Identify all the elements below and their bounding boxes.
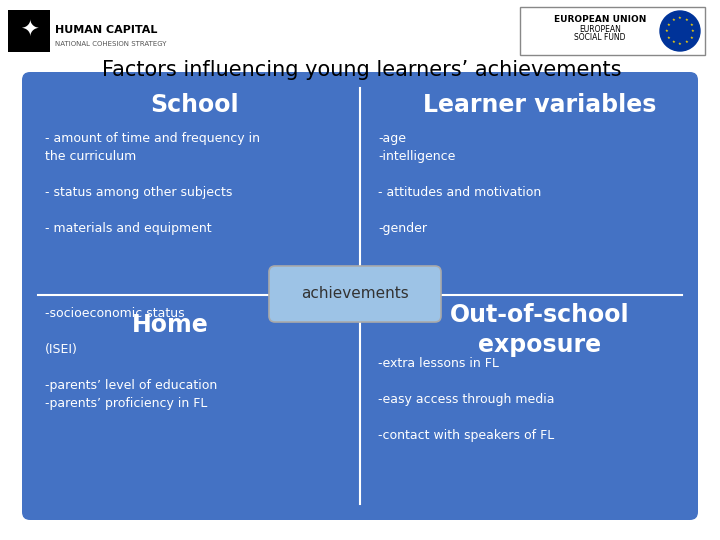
Text: Learner variables: Learner variables	[423, 93, 657, 117]
Text: NATIONAL COHESION STRATEGY: NATIONAL COHESION STRATEGY	[55, 41, 166, 47]
Text: ★: ★	[672, 18, 675, 22]
FancyBboxPatch shape	[520, 7, 705, 55]
Circle shape	[660, 11, 700, 51]
Text: ★: ★	[678, 16, 682, 20]
Text: ✦: ✦	[19, 21, 38, 41]
Text: - amount of time and frequency in
the curriculum

- status among other subjects
: - amount of time and frequency in the cu…	[45, 132, 260, 235]
Text: EUROPEAN: EUROPEAN	[579, 24, 621, 33]
FancyBboxPatch shape	[269, 266, 441, 322]
Text: ★: ★	[685, 40, 688, 44]
Text: ★: ★	[689, 36, 693, 39]
Text: ★: ★	[691, 29, 695, 33]
Text: School: School	[150, 93, 239, 117]
Text: achievements: achievements	[301, 287, 409, 301]
Text: HUMAN CAPITAL: HUMAN CAPITAL	[55, 25, 158, 35]
FancyBboxPatch shape	[8, 10, 50, 52]
Text: SOCIAL FUND: SOCIAL FUND	[575, 33, 626, 43]
Text: Home: Home	[132, 313, 208, 337]
Text: EUROPEAN UNION: EUROPEAN UNION	[554, 15, 646, 24]
Text: ★: ★	[672, 40, 675, 44]
Text: -age
-intelligence

- attitudes and motivation

-gender: -age -intelligence - attitudes and motiv…	[378, 132, 541, 235]
Text: ★: ★	[665, 29, 669, 33]
Text: Factors influencing young learners’ achievements: Factors influencing young learners’ achi…	[102, 60, 622, 80]
Text: -socioeconomic status

(ISEI)

-parents’ level of education
-parents’ proficienc: -socioeconomic status (ISEI) -parents’ l…	[45, 307, 217, 410]
Text: -extra lessons in FL

-easy access through media

-contact with speakers of FL: -extra lessons in FL -easy access throug…	[378, 357, 554, 442]
Text: ★: ★	[667, 23, 670, 26]
Text: Out-of-school
exposure: Out-of-school exposure	[450, 303, 630, 357]
Text: ★: ★	[689, 23, 693, 26]
Text: ★: ★	[685, 18, 688, 22]
Text: ★: ★	[667, 36, 670, 39]
Text: ★: ★	[678, 42, 682, 46]
FancyBboxPatch shape	[22, 72, 698, 520]
